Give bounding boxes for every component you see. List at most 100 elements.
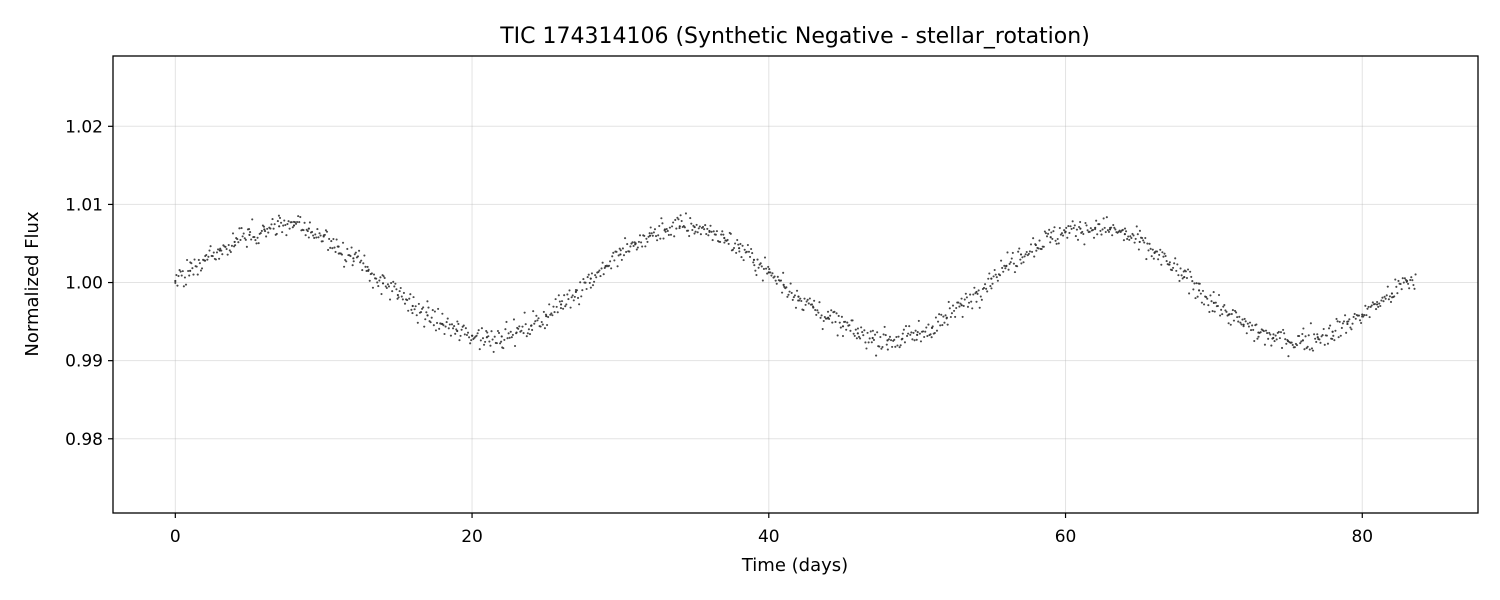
x-tick-label: 20 [461, 527, 483, 547]
data-point [1309, 322, 1312, 325]
data-point [814, 309, 817, 312]
data-point [841, 325, 845, 328]
data-point [1150, 255, 1153, 258]
data-point [1257, 335, 1260, 338]
data-point [1242, 323, 1245, 326]
data-point [1264, 329, 1268, 332]
data-point [443, 332, 446, 336]
data-point [1152, 257, 1155, 260]
data-point [635, 248, 638, 251]
data-point [265, 235, 268, 238]
data-point [340, 253, 344, 256]
y-axis-ticks: 0.98 0.99 1.00 1.01 1.02 [65, 117, 113, 450]
data-point [471, 334, 474, 337]
data-point [585, 287, 588, 291]
data-point [1338, 320, 1341, 323]
data-point [684, 212, 687, 215]
data-point [1069, 225, 1072, 228]
data-point [1405, 279, 1409, 282]
data-point [354, 251, 357, 254]
data-point [371, 286, 374, 289]
data-point [528, 333, 532, 336]
data-point [239, 238, 242, 242]
data-point [1136, 233, 1139, 236]
data-point [452, 327, 455, 330]
data-point [791, 298, 794, 301]
data-point [1246, 322, 1249, 325]
data-point [283, 219, 286, 222]
data-point [857, 335, 861, 338]
data-point [1011, 251, 1014, 254]
data-point [424, 318, 427, 321]
data-point [1092, 236, 1096, 239]
data-point [659, 237, 662, 240]
data-point [769, 271, 772, 274]
data-point [177, 274, 180, 278]
data-point [413, 308, 416, 311]
data-point [723, 241, 726, 244]
data-point [1280, 346, 1284, 349]
data-point [559, 307, 563, 310]
data-point [1127, 235, 1130, 238]
data-point [1224, 309, 1227, 312]
data-point [852, 332, 855, 335]
data-point [1085, 224, 1088, 227]
data-point [1114, 228, 1117, 231]
data-point [846, 321, 849, 324]
data-point [1370, 304, 1373, 307]
data-point [1004, 267, 1007, 270]
data-point [267, 231, 270, 234]
data-point [615, 250, 618, 253]
data-point [1107, 230, 1111, 233]
data-point [761, 279, 764, 282]
data-point [464, 327, 467, 330]
data-point [490, 330, 493, 333]
data-point [943, 321, 946, 324]
data-point [529, 324, 533, 327]
data-point [382, 275, 385, 278]
data-point [617, 254, 620, 257]
data-point [1269, 333, 1272, 336]
data-point [721, 230, 724, 233]
data-point [621, 247, 624, 250]
data-point [311, 230, 314, 234]
data-point [518, 325, 521, 328]
data-point [1103, 226, 1106, 229]
data-point [399, 286, 402, 290]
data-point [544, 313, 548, 316]
data-point [951, 304, 955, 307]
data-point [867, 341, 870, 344]
data-point [845, 328, 848, 331]
data-point [1002, 270, 1005, 273]
data-point [1336, 320, 1339, 323]
data-point [884, 334, 887, 337]
data-point [1063, 229, 1066, 232]
data-point [779, 279, 783, 282]
data-point [1194, 297, 1197, 300]
data-point [1271, 337, 1274, 340]
data-point [963, 298, 966, 301]
data-point [415, 314, 418, 317]
data-point [631, 241, 634, 244]
data-point [378, 279, 381, 282]
data-point [526, 332, 529, 335]
data-point [460, 328, 463, 331]
data-point [813, 299, 816, 302]
data-point [1188, 292, 1191, 295]
data-point [306, 230, 309, 233]
data-point [484, 340, 487, 343]
data-point [691, 228, 694, 232]
data-point [1357, 314, 1360, 317]
data-point [1308, 348, 1311, 351]
data-point [500, 335, 503, 338]
data-point [972, 293, 975, 296]
data-point [1382, 300, 1385, 303]
data-point [1078, 225, 1081, 229]
data-point [260, 229, 263, 232]
data-point [959, 302, 962, 305]
data-point [797, 295, 800, 298]
data-point [974, 292, 977, 295]
data-point [1130, 236, 1133, 240]
data-point [771, 272, 774, 275]
data-point [1196, 295, 1199, 298]
